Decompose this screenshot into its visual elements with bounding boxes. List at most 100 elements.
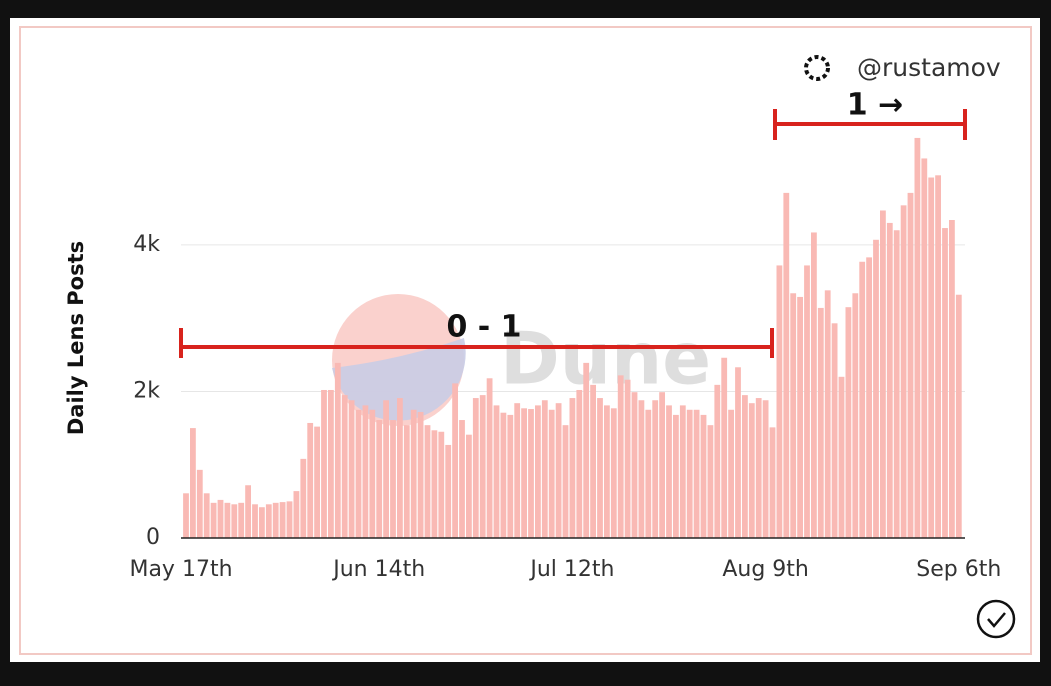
bar — [507, 414, 514, 538]
bar — [445, 444, 452, 538]
bar — [617, 375, 624, 538]
bar — [645, 409, 652, 538]
watermark-logo-part — [332, 338, 466, 421]
x-tick-label: May 17th — [129, 557, 232, 582]
bar — [334, 362, 341, 538]
bar — [397, 398, 403, 538]
bar — [438, 431, 445, 538]
range-brackets — [179, 109, 967, 358]
bar — [210, 502, 217, 538]
bar — [900, 205, 907, 539]
author: @rustamov — [857, 53, 1001, 82]
bar — [321, 389, 327, 538]
bar — [410, 409, 417, 538]
bar — [403, 425, 410, 538]
bar — [735, 367, 741, 538]
bar — [265, 504, 272, 538]
bar — [417, 411, 424, 538]
bar — [376, 420, 383, 538]
bar — [873, 239, 879, 538]
bar — [942, 228, 948, 538]
bar — [824, 290, 831, 538]
bar — [307, 422, 314, 538]
bar — [700, 414, 707, 538]
x-tick-label: Aug 9th — [722, 557, 809, 582]
check-icon[interactable] — [976, 599, 1016, 639]
bar — [797, 296, 803, 538]
bar — [742, 395, 748, 538]
y-axis-title: Daily Lens Posts — [64, 241, 88, 435]
bar — [238, 502, 245, 538]
bar — [190, 428, 196, 538]
bar — [638, 400, 645, 538]
bar — [673, 414, 679, 538]
bar — [548, 409, 555, 538]
bar — [528, 409, 534, 538]
bar — [314, 426, 320, 538]
bar — [590, 384, 596, 538]
bar — [666, 405, 672, 538]
bar — [748, 403, 755, 538]
bar — [804, 265, 810, 538]
bar — [679, 405, 686, 538]
bar — [831, 323, 838, 538]
y-tick-label: 0 — [146, 525, 160, 550]
check-circle — [976, 599, 1016, 639]
bar — [866, 257, 872, 538]
bar — [686, 409, 693, 538]
bar — [714, 384, 721, 538]
bar — [424, 425, 431, 538]
annotation: 0 - 1 — [446, 310, 521, 345]
bar — [790, 293, 797, 538]
bar — [493, 405, 500, 538]
watermark: Dune — [332, 294, 711, 426]
bar — [631, 392, 638, 538]
bar — [224, 502, 231, 538]
bar — [452, 383, 458, 538]
bar — [597, 398, 603, 538]
bar — [514, 403, 521, 538]
bar — [907, 192, 914, 539]
author-logo — [804, 55, 830, 81]
bar — [541, 400, 548, 538]
x-tick-label: Jun 14th — [331, 557, 425, 582]
bar — [845, 307, 852, 538]
bar — [562, 425, 569, 538]
bar — [459, 420, 465, 538]
bar — [921, 158, 928, 538]
bar — [914, 137, 921, 538]
check-mark — [987, 612, 1006, 628]
bar — [466, 434, 472, 538]
card-border — [19, 26, 1032, 655]
bar — [259, 507, 265, 538]
bar — [583, 362, 590, 538]
bar — [811, 232, 817, 538]
bar — [604, 405, 610, 538]
bar — [252, 504, 258, 538]
bar — [555, 403, 562, 538]
annotation: 1 → — [847, 88, 903, 123]
bar — [500, 412, 507, 538]
bar — [624, 379, 631, 538]
bar — [348, 400, 355, 538]
bar — [203, 493, 210, 538]
bar — [521, 408, 527, 538]
logo-center — [811, 62, 823, 74]
bar — [949, 219, 955, 538]
bar — [610, 408, 617, 538]
bar — [783, 192, 790, 539]
y-tick-label: 2k — [133, 378, 160, 403]
x-tick-label: Jul 12th — [528, 557, 614, 582]
bar — [300, 458, 307, 538]
bar — [355, 409, 362, 538]
bar — [479, 395, 486, 538]
bar — [769, 427, 776, 538]
bar — [755, 398, 762, 538]
bar — [535, 405, 541, 538]
bar — [369, 409, 376, 538]
bar — [935, 175, 941, 539]
bar — [217, 499, 224, 538]
bar — [486, 378, 493, 538]
